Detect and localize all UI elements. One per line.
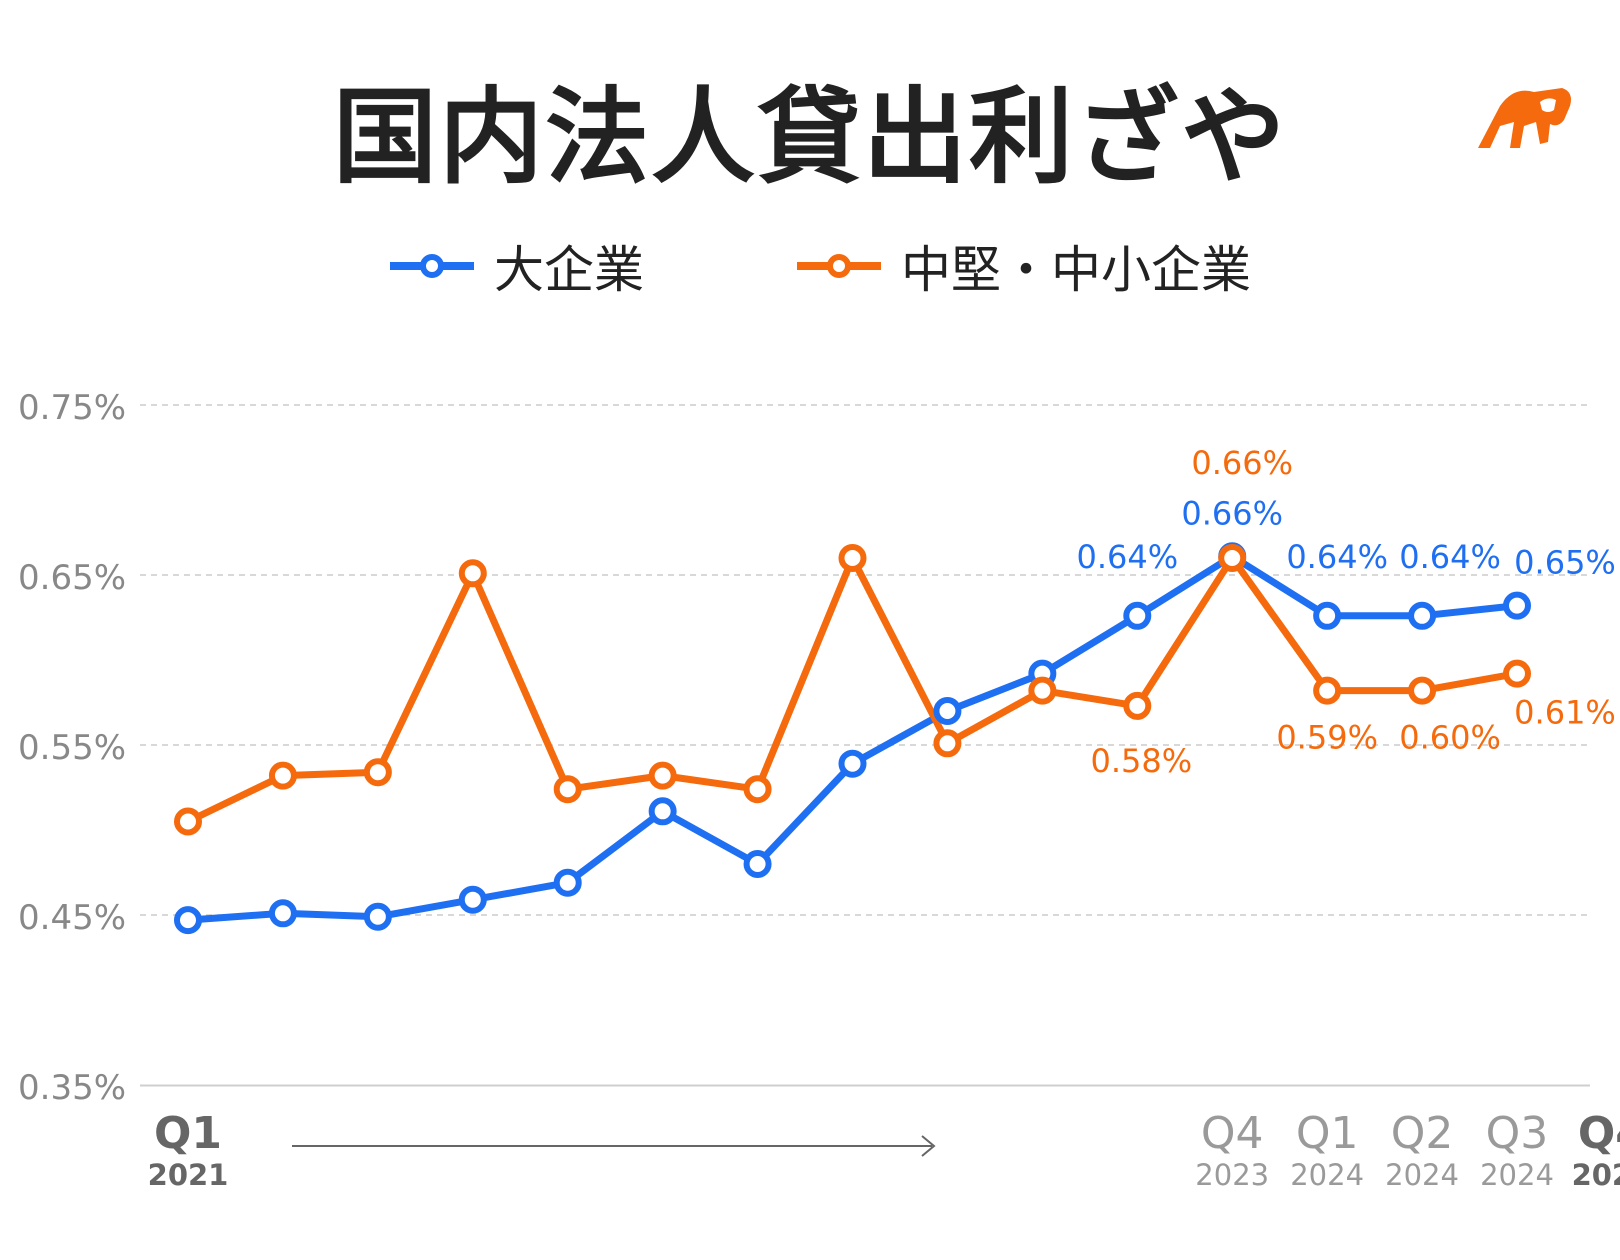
- x-tick-year-label: 2024: [1385, 1158, 1459, 1192]
- legend-swatch-large: [390, 254, 474, 278]
- y-tick-label: 0.65%: [18, 558, 126, 598]
- data-point-sme: [838, 544, 867, 572]
- x-tick-year-label: 2024: [1290, 1158, 1364, 1192]
- legend-swatch-sme: [797, 254, 881, 278]
- legend-item-large: 大企業: [388, 230, 644, 302]
- data-point-sme: [553, 775, 582, 804]
- data-point-large: [1408, 601, 1437, 630]
- data-label-large: 0.66%: [1181, 494, 1283, 532]
- data-point-large: [363, 902, 392, 931]
- data-point-sme: [1123, 691, 1152, 720]
- data-point-sme: [458, 559, 487, 588]
- data-point-large: [174, 906, 202, 935]
- data-point-large: [553, 868, 582, 897]
- data-point-large: [1313, 601, 1342, 630]
- data-label-large: 0.64%: [1399, 538, 1501, 576]
- y-tick-label: 0.55%: [18, 728, 126, 768]
- data-point-sme: [648, 761, 677, 790]
- x-tick-year-label: 2024: [1480, 1158, 1554, 1192]
- x-tick-label: Q1: [1296, 1108, 1359, 1159]
- data-point-large: [458, 885, 487, 914]
- x-tick-year-label: 2024: [1572, 1158, 1620, 1192]
- x-tick-year-label: 2021: [148, 1158, 229, 1192]
- data-point-sme: [268, 761, 297, 790]
- x-tick-label: Q1: [154, 1108, 222, 1159]
- data-label-large: 0.64%: [1076, 538, 1178, 576]
- data-point-sme: [1313, 676, 1342, 705]
- data-point-sme: [363, 758, 392, 787]
- data-label-sme: 0.61%: [1514, 694, 1616, 732]
- data-point-sme: [1408, 676, 1437, 705]
- data-point-large: [743, 850, 772, 878]
- data-point-large: [838, 749, 867, 778]
- legend-item-sme: 中堅・中小企業: [795, 230, 1251, 302]
- timeline-arrow-head: [921, 1135, 936, 1157]
- x-tick-label: Q2: [1391, 1108, 1454, 1159]
- data-point-sme: [1218, 544, 1247, 572]
- legend-label-large: 大企業: [494, 241, 644, 299]
- data-label-sme: 0.60%: [1399, 719, 1501, 757]
- x-tick-label: Q3: [1486, 1108, 1549, 1159]
- data-point-sme: [743, 775, 772, 804]
- data-point-large: [268, 899, 297, 928]
- data-label-sme: 0.59%: [1276, 719, 1378, 757]
- x-tick-year-label: 2023: [1195, 1158, 1269, 1192]
- data-point-sme: [933, 729, 962, 758]
- legend-label-sme: 中堅・中小企業: [901, 241, 1251, 299]
- x-tick-label: Q4: [1201, 1108, 1264, 1159]
- data-label-large: 0.65%: [1514, 544, 1616, 582]
- bull-logo-icon: [1470, 82, 1580, 162]
- data-label-sme: 0.58%: [1090, 742, 1192, 780]
- x-tick-label: Q4: [1578, 1108, 1620, 1159]
- chart-title: 国内法人貸出利ざや: [332, 76, 1287, 198]
- data-point-sme: [174, 807, 202, 836]
- y-tick-label: 0.45%: [18, 898, 126, 938]
- y-tick-label: 0.75%: [18, 388, 126, 428]
- data-point-large: [1123, 601, 1152, 630]
- y-tick-label: 0.35%: [18, 1068, 126, 1108]
- data-label-large: 0.64%: [1286, 538, 1388, 576]
- data-label-sme: 0.66%: [1191, 444, 1293, 482]
- legend: 大企業 中堅・中小企業: [0, 230, 1620, 300]
- data-point-large: [648, 797, 677, 826]
- data-point-sme: [1503, 659, 1531, 688]
- data-point-large: [933, 697, 962, 725]
- data-point-sme: [1028, 676, 1057, 705]
- data-point-large: [1503, 591, 1531, 620]
